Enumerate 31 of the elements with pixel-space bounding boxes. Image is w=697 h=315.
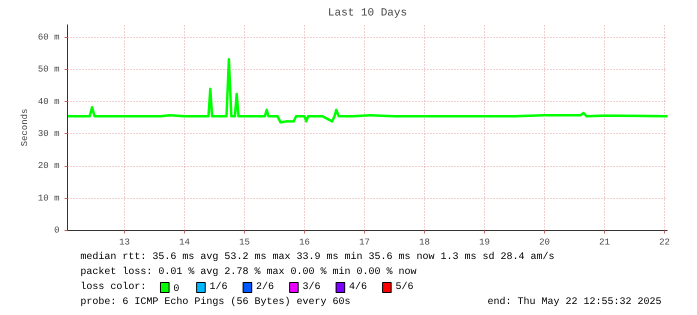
text: end: Thu May 22 12:55:32 2025 — [487, 296, 662, 308]
legend-label: 3/6 — [302, 281, 321, 293]
x-tick-label: 19 — [479, 238, 490, 248]
y-tick-label: 30 m — [38, 128, 60, 139]
y-tick-label: 10 m — [38, 193, 60, 204]
x-tick-label: 16 — [299, 238, 310, 248]
x-tick-label: 14 — [179, 238, 190, 248]
y-axis-title: Seconds — [20, 108, 30, 146]
legend-label: 4/6 — [348, 281, 368, 293]
text: packet loss: 0.01 % avg 2.78 % max 0.00 % min 0.00 % now — [80, 266, 416, 278]
text: probe: 6 ICMP Echo Pings (56 Bytes) every 60s — [80, 296, 350, 308]
legend-title: loss color: — [80, 281, 146, 293]
legend-label: 0 — [173, 284, 180, 295]
legend-label: 1/6 — [210, 281, 228, 293]
x-tick-label: 13 — [119, 238, 130, 248]
text: median rtt: 35.6 ms avg 53.2 ms max 33.9 ms min 35.6 ms now 1.3 ms sd 28.4 am/s — [80, 251, 554, 263]
y-tick-label: 40 m — [38, 96, 60, 107]
y-tick-label: 60 m — [38, 32, 60, 42]
y-tick-label: 0 — [54, 226, 60, 236]
x-tick-label: 18 — [419, 238, 430, 248]
x-tick-label: 20 — [539, 238, 550, 248]
y-tick-label: 20 m — [38, 161, 60, 172]
chart-title: Last 10 Days — [328, 8, 408, 20]
x-tick-label: 22 — [659, 238, 670, 248]
x-tick-label: 21 — [599, 238, 610, 248]
x-tick-label: 17 — [359, 238, 370, 248]
x-tick-label: 15 — [239, 238, 250, 248]
legend-label: 5/6 — [395, 281, 414, 293]
line-series — [68, 58, 668, 124]
legend-label: 2/6 — [256, 281, 274, 293]
y-tick-label: 50 m — [38, 64, 60, 75]
